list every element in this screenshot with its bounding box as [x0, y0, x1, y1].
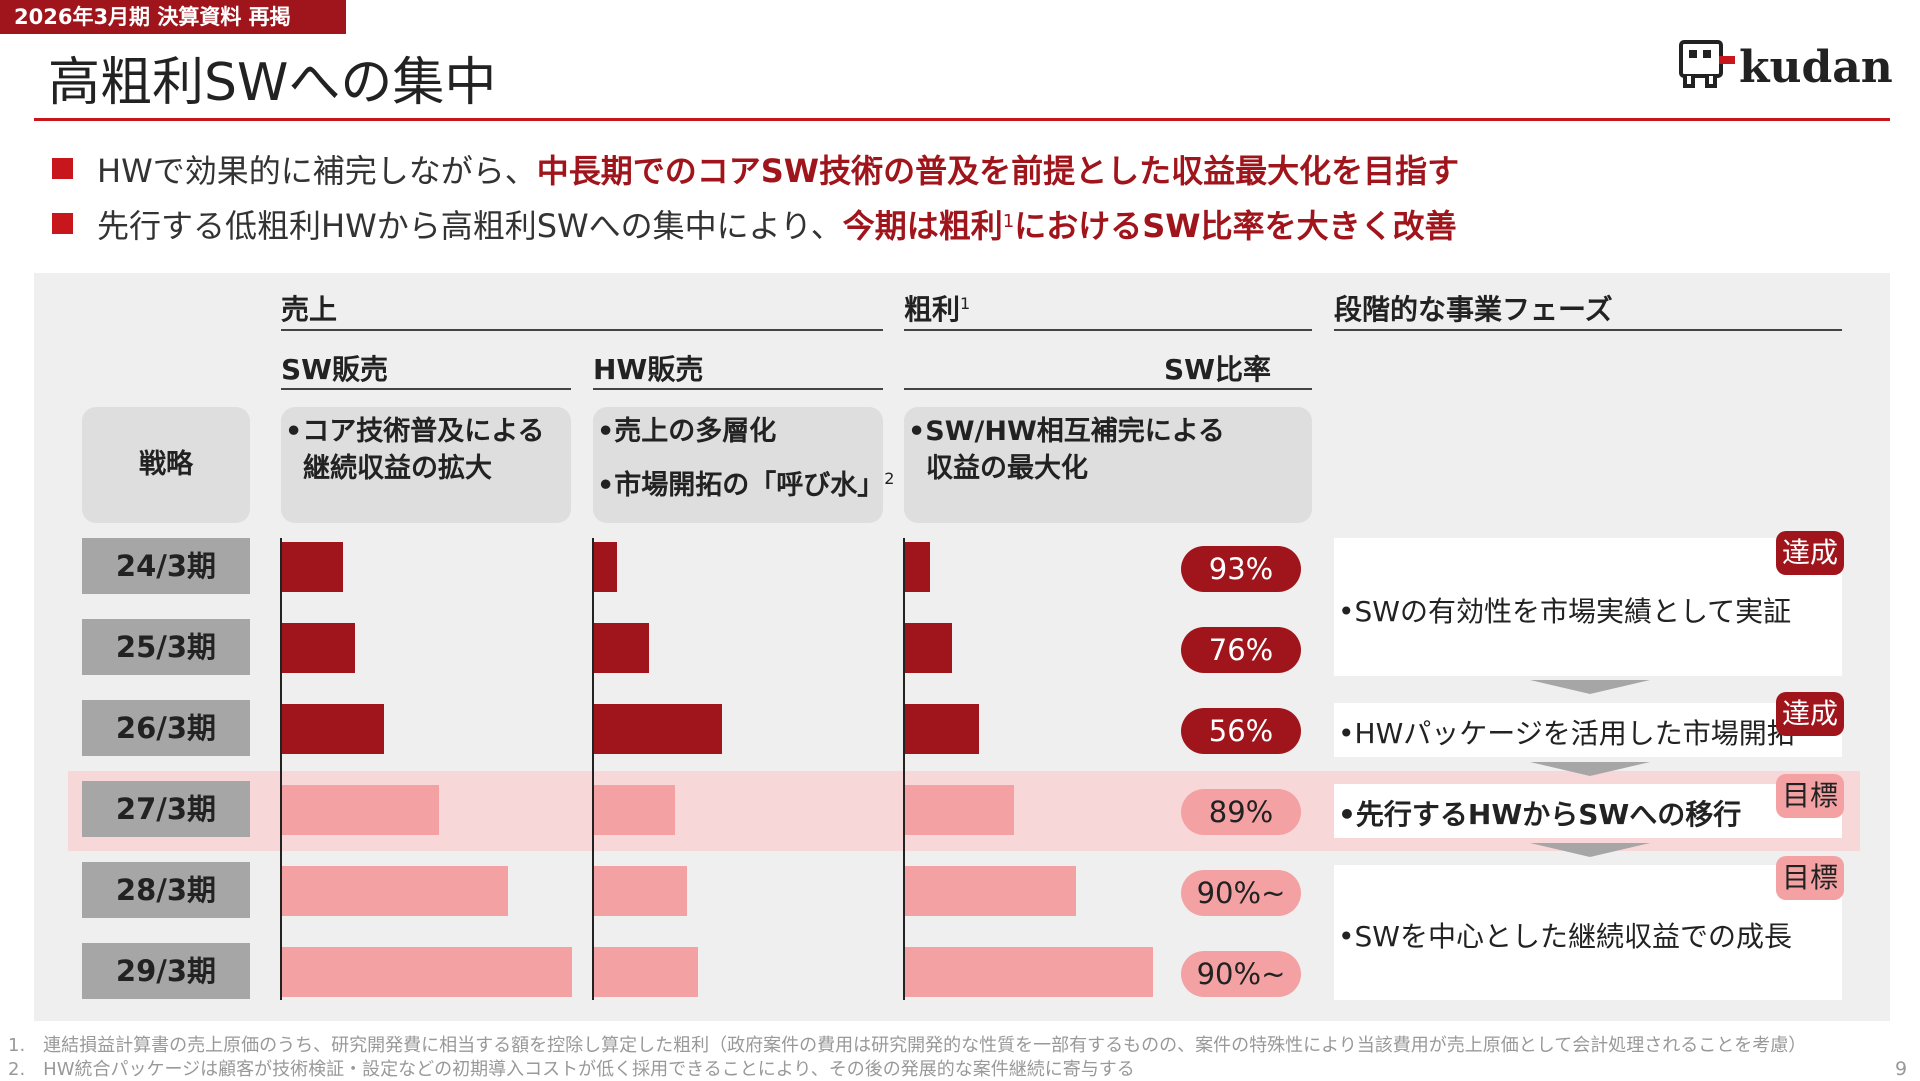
- bullet-1-emphasis: 中長期でのコアSW技術の普及を前提とした収益最大化を目指す: [536, 152, 1460, 190]
- phase-1-badge: 達成: [1776, 531, 1845, 575]
- period-label: 29/3期: [82, 943, 250, 999]
- bullet-square-icon: [52, 213, 73, 234]
- phase-4-text: •SWを中心とした継続収益での成長: [1338, 920, 1792, 953]
- sw-strategy-line-2: 継続収益の拡大: [303, 453, 492, 484]
- bar-gross-profit: [905, 866, 1076, 916]
- gross-profit-header-label: 粗利: [904, 293, 961, 326]
- bar-gross-profit: [905, 542, 930, 592]
- footnote-2: 2. HW統合パッケージは顧客が技術検証・設定などの初期導入コストが低く採用でき…: [8, 1059, 1135, 1080]
- bar-gross-profit: [905, 704, 979, 754]
- sw-ratio-pill: 56%: [1181, 708, 1301, 754]
- period-label: 26/3期: [82, 700, 250, 756]
- sw-sales-header: SW販売: [281, 353, 389, 386]
- gross-axis: [903, 538, 905, 1000]
- phase-box-4: •SWを中心とした継続収益での成長: [1334, 865, 1842, 1000]
- period-label: 24/3期: [82, 538, 250, 594]
- bar-gross-profit: [905, 947, 1153, 997]
- hw-footnote-mark: 2: [884, 469, 895, 488]
- elephant-logo-icon: kudan: [1679, 40, 1893, 93]
- section-tag: 2026年3月期 決算資料 再掲: [0, 0, 346, 34]
- phase-box-2: •HWパッケージを活用した市場開拓: [1334, 703, 1842, 757]
- sales-header-rule: [281, 329, 883, 331]
- bar-sw-sales: [282, 623, 355, 673]
- hw-sales-axis: [592, 538, 594, 1000]
- bullet-2-footnote-mark: 1: [1002, 211, 1015, 232]
- hw-sales-header: HW販売: [593, 353, 704, 386]
- sw-ratio-pill: 90%~: [1181, 870, 1301, 916]
- title-rule: [34, 118, 1890, 121]
- bar-gross-profit: [905, 623, 952, 673]
- gross-strategy-line-1: •SW/HW相互補完による: [908, 416, 1225, 447]
- period-label: 25/3期: [82, 619, 250, 675]
- phase-2-text: •HWパッケージを活用した市場開拓: [1338, 717, 1795, 750]
- page-number: 9: [1895, 1058, 1908, 1080]
- bar-gross-profit: [905, 785, 1014, 835]
- sw-sales-rule: [281, 388, 571, 390]
- page-title: 高粗利SWへの集中: [48, 53, 497, 113]
- sw-ratio-header: SW比率: [1164, 353, 1272, 386]
- sw-strategy-line-1: •コア技術普及による: [285, 416, 545, 447]
- sw-sales-axis: [280, 538, 282, 1000]
- sw-ratio-pill: 89%: [1181, 789, 1301, 835]
- bar-hw-sales: [594, 947, 698, 997]
- bullet-2-emphasis: 今期は粗利: [842, 207, 1003, 245]
- bullet-2: 先行する低粗利HWから高粗利SWへの集中により、今期は粗利1におけるSW比率を大…: [52, 201, 1457, 247]
- gross-header-rule: [904, 329, 1312, 331]
- bar-hw-sales: [594, 542, 617, 592]
- bullet-1-plain: HWで効果的に補完しながら、: [97, 152, 537, 190]
- period-label: 27/3期: [82, 781, 250, 837]
- gross-strategy-box: •SW/HW相互補完による 収益の最大化: [904, 407, 1312, 523]
- gross-strategy-line-2: 収益の最大化: [926, 453, 1088, 484]
- bar-sw-sales: [282, 866, 508, 916]
- kudan-logo: kudan: [1675, 30, 1910, 93]
- sales-header: 売上: [281, 293, 338, 326]
- bar-hw-sales: [594, 785, 675, 835]
- sw-ratio-pill: 76%: [1181, 627, 1301, 673]
- gross-profit-header: 粗利1: [904, 288, 970, 328]
- hw-strategy-box: •売上の多層化 •市場開拓の「呼び水」2: [593, 407, 894, 523]
- phase-box-3: •先行するHWからSWへの移行: [1334, 784, 1842, 838]
- phase-arrow-down-icon: [1530, 680, 1650, 694]
- sw-ratio-rule: [904, 388, 1312, 390]
- footnote-1: 1. 連結損益計算書の売上原価のうち、研究開発費に相当する額を控除し算定した粗利…: [8, 1035, 1807, 1056]
- strategy-label: 戦略: [82, 407, 250, 523]
- period-label: 28/3期: [82, 862, 250, 918]
- bar-hw-sales: [594, 623, 649, 673]
- phase-header-rule: [1334, 329, 1842, 331]
- bullet-1: HWで効果的に補完しながら、中長期でのコアSW技術の普及を前提とした収益最大化を…: [52, 146, 1459, 192]
- bullet-square-icon: [52, 158, 73, 179]
- gross-footnote-mark: 1: [960, 294, 971, 313]
- phase-1-text: •SWの有効性を市場実績として実証: [1338, 595, 1792, 628]
- phase-arrow-down-icon: [1530, 843, 1650, 857]
- phase-3-badge: 目標: [1776, 774, 1845, 818]
- phase-header: 段階的な事業フェーズ: [1334, 293, 1613, 326]
- logo-text: kudan: [1739, 42, 1893, 92]
- phase-arrow-down-icon: [1530, 762, 1650, 776]
- bar-sw-sales: [282, 542, 343, 592]
- bar-sw-sales: [282, 704, 384, 754]
- bullet-2-emphasis-2: におけるSW比率を大きく改善: [1014, 207, 1457, 245]
- bar-hw-sales: [594, 704, 722, 754]
- phase-2-badge: 達成: [1776, 692, 1845, 736]
- bar-sw-sales: [282, 947, 572, 997]
- phase-3-text: •先行するHWからSWへの移行: [1338, 798, 1742, 831]
- bar-hw-sales: [594, 866, 687, 916]
- bar-sw-sales: [282, 785, 439, 835]
- hw-sales-rule: [593, 388, 883, 390]
- phase-4-badge: 目標: [1776, 856, 1845, 900]
- hw-strategy-line-2: •市場開拓の「呼び水」: [597, 470, 885, 501]
- sw-ratio-pill: 93%: [1181, 546, 1301, 592]
- bullet-2-plain: 先行する低粗利HWから高粗利SWへの集中により、: [97, 207, 843, 245]
- hw-strategy-line-1: •売上の多層化: [597, 416, 777, 447]
- phase-box-1: •SWの有効性を市場実績として実証: [1334, 538, 1842, 676]
- sw-strategy-box: •コア技術普及による 継続収益の拡大: [281, 407, 571, 523]
- sw-ratio-pill: 90%~: [1181, 951, 1301, 997]
